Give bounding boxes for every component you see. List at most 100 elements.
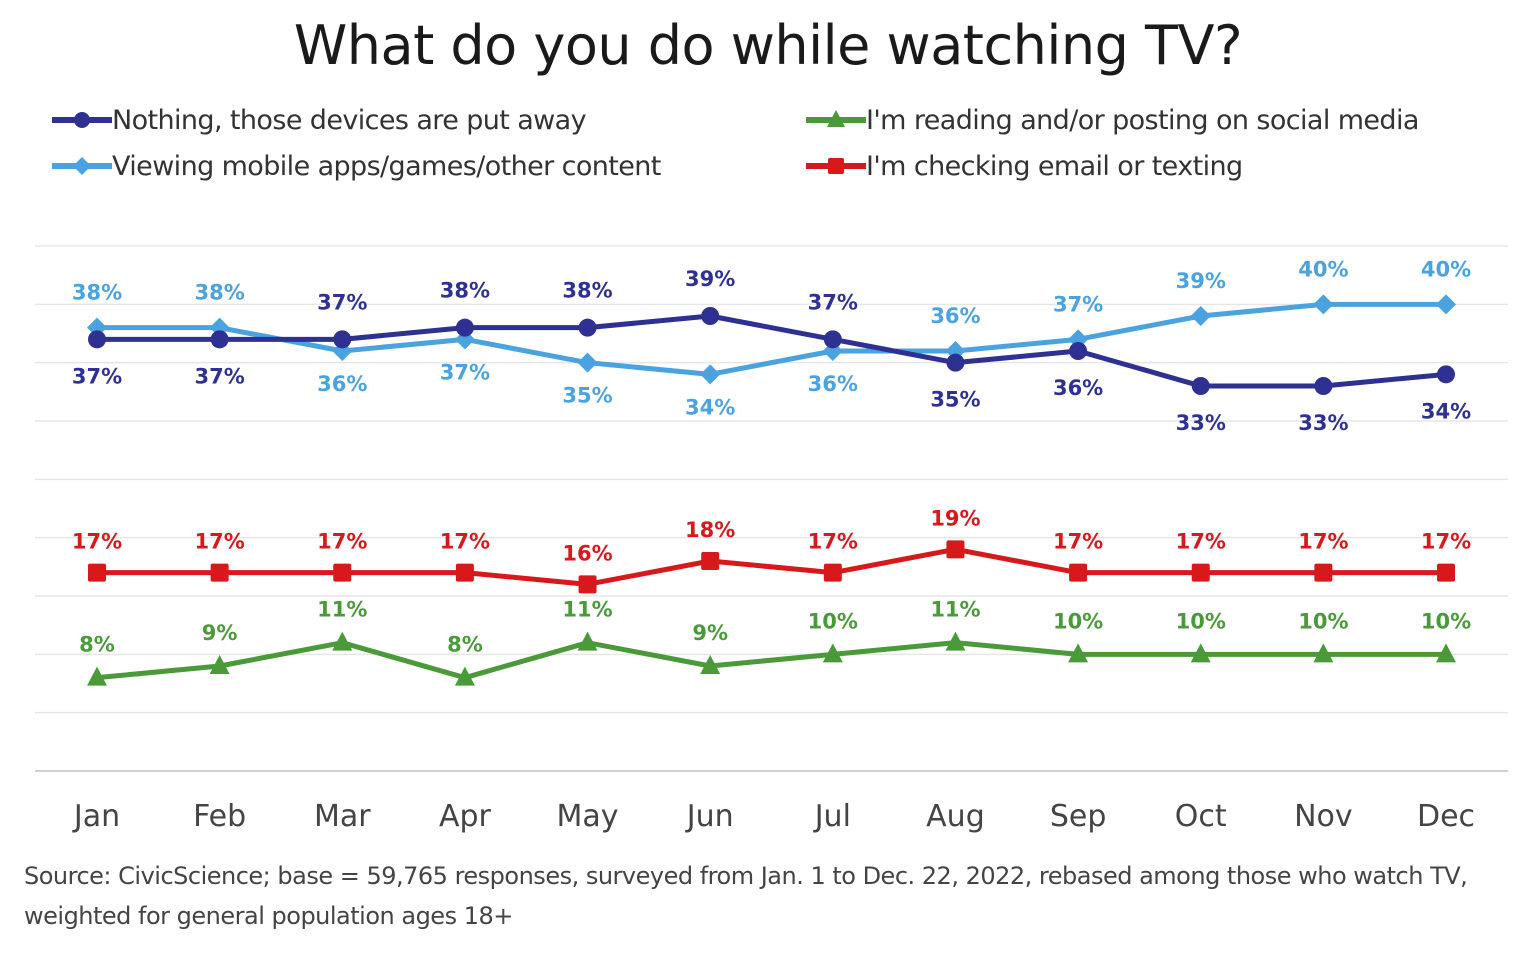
x-tick-label: Mar — [314, 799, 371, 834]
legend-item-mobile-apps: Viewing mobile apps/games/other content — [52, 146, 661, 186]
data-point — [1190, 306, 1211, 326]
data-label: 10% — [1421, 609, 1471, 633]
data-label: 9% — [692, 621, 728, 645]
legend-swatch-triangle-icon — [806, 110, 866, 127]
data-label: 37% — [317, 290, 367, 314]
data-label: 11% — [562, 598, 612, 622]
data-point — [701, 307, 720, 325]
series-line — [94, 301, 1449, 377]
legend-item-social-media: I'm reading and/or posting on social med… — [806, 100, 1419, 140]
data-label: 36% — [317, 372, 367, 396]
data-label: 34% — [685, 395, 735, 419]
data-label: 17% — [1176, 530, 1226, 554]
data-point — [578, 318, 597, 337]
data-point — [1437, 563, 1455, 582]
data-label: 17% — [317, 530, 367, 554]
legend-swatch-circle-icon — [52, 112, 112, 128]
data-label: 37% — [72, 364, 122, 388]
data-point — [946, 353, 965, 372]
data-label: 40% — [1298, 257, 1348, 281]
series-line — [94, 640, 1449, 681]
chart-title: What do you do while watching TV? — [293, 14, 1243, 77]
series-lines — [87, 294, 1456, 686]
legend-swatch-diamond-icon — [52, 157, 112, 175]
data-point — [1190, 643, 1211, 663]
data-point — [1436, 294, 1456, 315]
data-point — [823, 330, 842, 349]
data-label: 37% — [808, 290, 858, 314]
data-label: 37% — [440, 360, 490, 384]
data-label: 11% — [317, 598, 367, 622]
data-label: 17% — [1421, 530, 1471, 554]
data-labels: 8% 9% 11% 8% 11% 9% 10% 11% 10% 10% 10% 10% 17% 17% 17… — [72, 257, 1471, 656]
data-point — [700, 655, 721, 674]
x-tick-label: Jun — [685, 799, 734, 834]
data-label: 17% — [440, 530, 490, 554]
x-tick-label: Apr — [439, 799, 492, 834]
data-label: 19% — [930, 506, 980, 530]
data-label: 10% — [1298, 609, 1348, 633]
data-label: 34% — [1421, 399, 1471, 423]
legend-label: I'm reading and/or posting on social med… — [866, 104, 1419, 136]
x-tick-label: Jan — [72, 799, 120, 834]
x-tick-label: May — [557, 799, 619, 834]
data-point — [332, 631, 353, 651]
data-label: 33% — [1176, 411, 1226, 435]
data-point — [1313, 294, 1334, 315]
data-point — [454, 666, 475, 686]
data-label: 36% — [930, 304, 980, 328]
series-line — [94, 546, 1449, 587]
x-tick-label: Sep — [1050, 799, 1107, 834]
x-tick-label: Aug — [926, 799, 985, 834]
data-point — [1437, 365, 1455, 384]
data-label: 10% — [808, 609, 858, 633]
data-point — [1191, 377, 1210, 395]
legend-label: Nothing, those devices are put away — [112, 104, 587, 136]
data-point — [945, 631, 966, 651]
data-label: 40% — [1421, 257, 1471, 281]
data-point — [1191, 563, 1210, 582]
legend-label: Viewing mobile apps/games/other content — [112, 150, 661, 182]
data-point — [88, 330, 106, 349]
data-point — [88, 563, 106, 582]
data-point — [1314, 563, 1333, 582]
data-label: 36% — [808, 372, 858, 396]
x-axis: Jan Feb Mar Apr May Jun Jul Aug Sep Oct Nov Dec — [35, 770, 1508, 834]
data-label: 10% — [1176, 609, 1226, 633]
legend-item-email-texting: I'm checking email or texting — [806, 146, 1243, 186]
data-point — [822, 643, 843, 663]
data-point — [701, 552, 720, 570]
x-tick-label: Nov — [1294, 799, 1353, 834]
data-label: 11% — [930, 598, 980, 622]
data-point — [210, 330, 229, 349]
data-label: 35% — [562, 384, 612, 408]
data-label: 38% — [440, 279, 490, 303]
data-point — [1314, 377, 1333, 395]
data-label: 38% — [195, 281, 245, 305]
data-label: 17% — [72, 530, 122, 554]
line-chart: Jan Feb Mar Apr May Jun Jul Aug Sep Oct Nov Dec 8% 9… — [35, 245, 1508, 834]
data-point — [87, 666, 107, 686]
data-point — [1069, 563, 1088, 582]
data-label: 38% — [72, 281, 122, 305]
legend-marker — [827, 110, 845, 127]
legend-swatch-square-icon — [806, 158, 866, 174]
data-label: 36% — [1053, 376, 1103, 400]
data-label: 8% — [447, 633, 483, 657]
data-point — [210, 563, 229, 582]
data-label: 39% — [1176, 269, 1226, 293]
data-point — [455, 318, 474, 337]
data-point — [1313, 643, 1334, 663]
legend-marker — [73, 157, 91, 175]
data-label: 37% — [195, 364, 245, 388]
data-point — [1069, 342, 1088, 360]
data-point — [823, 563, 842, 582]
data-label: 17% — [1298, 530, 1348, 554]
gridlines — [35, 245, 1508, 714]
data-point — [577, 352, 598, 373]
legend-marker — [74, 112, 90, 128]
data-point — [209, 655, 230, 674]
data-label: 17% — [195, 530, 245, 554]
data-point — [700, 364, 721, 385]
data-label: 17% — [808, 530, 858, 554]
